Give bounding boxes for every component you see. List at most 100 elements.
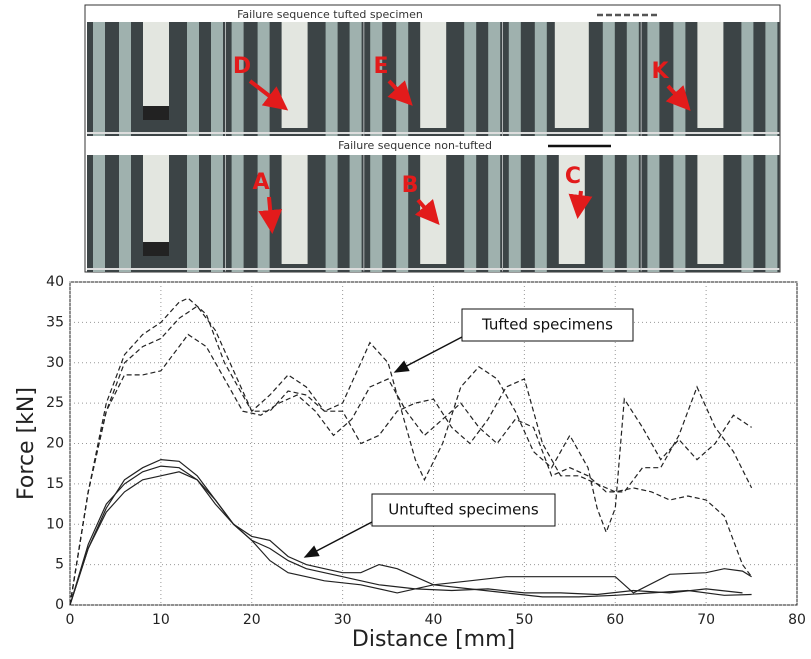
photo-pillar [488, 155, 501, 272]
x-tick-label: 80 [788, 612, 806, 628]
photo-floor [225, 268, 364, 270]
failure-arrow [665, 84, 691, 111]
photo-pillar [534, 22, 547, 136]
photo-pillar [741, 22, 754, 136]
y-tick-label: 10 [46, 516, 64, 532]
photo-pillar [673, 155, 686, 272]
specimen [697, 22, 724, 128]
failure-arrow [414, 198, 440, 226]
photo-pillar [765, 155, 778, 272]
specimen [281, 155, 308, 264]
x-tick-label: 70 [697, 612, 715, 628]
photo-pillar [257, 22, 270, 136]
failure-label: B [402, 173, 419, 198]
photo-pillar [464, 22, 477, 136]
x-tick-label: 50 [515, 612, 533, 628]
series-line [69, 471, 752, 606]
series-line [69, 458, 752, 606]
photo-pillar [647, 22, 660, 136]
y-tick-label: 25 [46, 395, 64, 411]
specimen [143, 22, 169, 106]
series-line [69, 465, 743, 606]
photo-floor [502, 268, 641, 270]
photo-pillar [396, 22, 409, 136]
specimen [420, 22, 447, 128]
specimen [281, 22, 308, 128]
photo-title: Failure sequence non-tufted [338, 139, 492, 152]
x-tick-label: 0 [66, 612, 75, 628]
annotation-arrow [393, 336, 463, 373]
photo-floor [641, 268, 780, 270]
annotation-arrow [303, 521, 373, 558]
failure-label: C [565, 164, 581, 189]
failure-label: A [252, 170, 269, 195]
x-tick-label: 60 [606, 612, 624, 628]
y-tick-label: 15 [46, 476, 64, 492]
photo-pillar [741, 155, 754, 272]
photo-pillar [187, 22, 199, 136]
y-tick-label: 0 [55, 597, 64, 613]
x-tick-label: 10 [152, 612, 170, 628]
specimen [143, 155, 169, 242]
photo-floor [87, 268, 225, 270]
photo-pillar [211, 155, 223, 272]
series-line [69, 333, 753, 606]
photo-pillar [602, 155, 615, 272]
photo-pillar [626, 22, 639, 136]
photo-pillar [119, 22, 131, 136]
photo-pillar [602, 22, 615, 136]
y-tick-label: 30 [46, 355, 64, 371]
y-tick-label: 20 [46, 436, 64, 452]
photo-floor [641, 132, 780, 134]
y-tick-label: 5 [55, 557, 64, 573]
x-tick-label: 30 [334, 612, 352, 628]
photo-pillar [396, 155, 409, 272]
photo-pillar [464, 155, 477, 272]
photo-floor [364, 132, 503, 134]
annotation-box [461, 308, 634, 342]
photo-pillar [93, 155, 105, 272]
photo-pillar [349, 22, 362, 136]
photo-pillar [119, 155, 131, 272]
failure-arrow [568, 190, 593, 219]
annotation: Untufted specimens [388, 501, 539, 519]
photo-pillar [626, 155, 639, 272]
photo-pillar [187, 155, 199, 272]
photo-pillar [765, 22, 778, 136]
photo-pillar [673, 22, 686, 136]
x-axis-label: Distance [mm] [352, 627, 515, 652]
photo-pillar [508, 155, 521, 272]
series-line [69, 297, 753, 606]
photo-pillar [325, 155, 338, 272]
failure-arrow [248, 79, 289, 111]
photo-floor [502, 132, 641, 134]
photo-pillar [231, 155, 244, 272]
x-tick-label: 20 [243, 612, 261, 628]
specimen [697, 155, 724, 264]
y-tick-label: 35 [46, 314, 64, 330]
y-axis-label: Force [kN] [14, 387, 39, 500]
failure-label: K [651, 59, 669, 84]
annotation: Tufted specimens [481, 316, 613, 334]
photo-panel: Failure sequence tufted specimen Failure… [84, 4, 781, 273]
photo-pillar [211, 22, 223, 136]
photo-floor [87, 132, 225, 134]
photo-pillar [488, 22, 501, 136]
specimen [554, 22, 589, 128]
series-line [69, 305, 752, 606]
photo-pillar [325, 22, 338, 136]
photo-floor [364, 268, 503, 270]
plot: 0 10 20 30 40 50 60 70 800510152025303540Distanc… [14, 274, 806, 652]
failure-label: E [373, 54, 388, 79]
y-tick-label: 40 [46, 274, 64, 290]
photo-pillar [93, 22, 105, 136]
x-tick-label: 40 [425, 612, 443, 628]
specimen-end [143, 242, 169, 256]
photo-floor [225, 132, 364, 134]
specimen-end [143, 106, 169, 120]
photo-pillar [370, 22, 383, 136]
failure-label: D [233, 54, 251, 79]
photo-pillar [647, 155, 660, 272]
photo-pillar [534, 155, 547, 272]
